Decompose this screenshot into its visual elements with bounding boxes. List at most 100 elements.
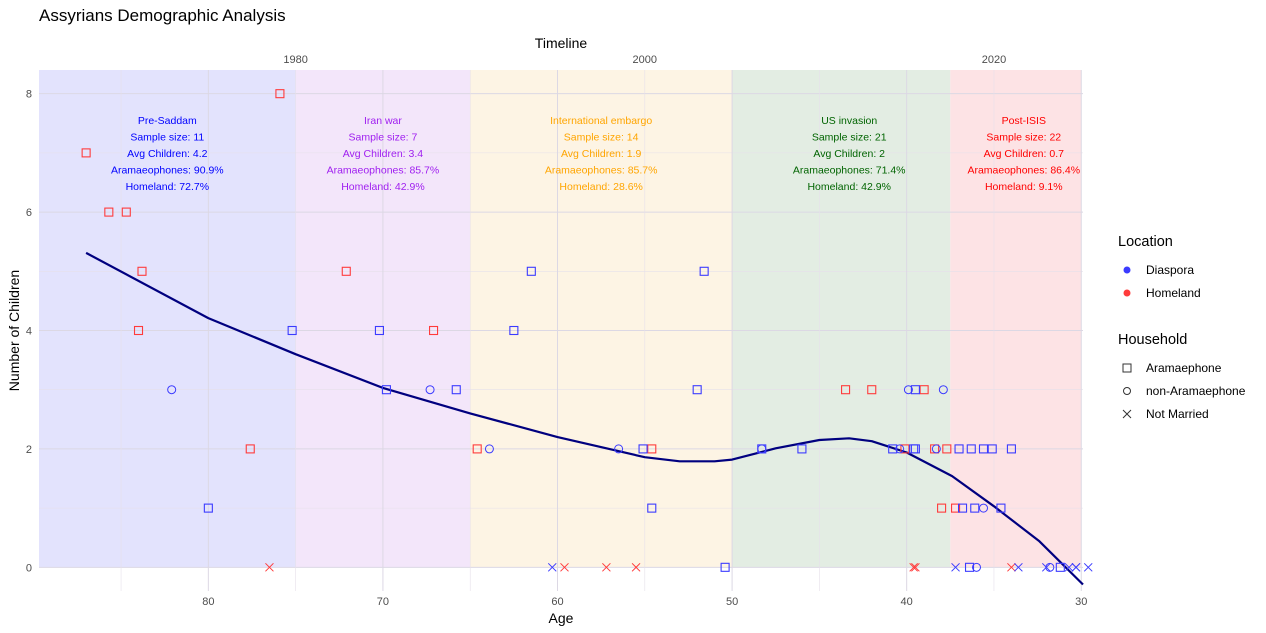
diaspora-point-square <box>910 385 920 395</box>
homeland-point-square <box>942 444 952 454</box>
top-axis-title: Timeline <box>535 35 588 51</box>
diaspora-point-circle <box>938 385 948 395</box>
period-label-line: Homeland: 42.9% <box>341 181 424 193</box>
homeland-point-square <box>81 148 91 158</box>
period-label-line: Sample size: 21 <box>812 132 887 144</box>
homeland-point-x <box>602 562 611 572</box>
circle-icon <box>1123 386 1131 395</box>
x-axis-title: Age <box>549 610 574 626</box>
period-label-line: Pre-Saddam <box>138 115 197 127</box>
diaspora-point-circle <box>895 444 905 454</box>
y-tick-label: 0 <box>26 562 32 574</box>
homeland-dot-icon <box>1123 289 1131 296</box>
period-label-line: Avg Children: 3.4 <box>343 148 424 160</box>
legend-label: non-Aramaephone <box>1146 383 1246 398</box>
homeland-point-square <box>104 207 114 217</box>
diaspora-point-circle <box>484 444 494 454</box>
legend-item-non-aramaephone: non-Aramaephone <box>1118 379 1245 402</box>
diaspora-point-square <box>638 444 648 454</box>
legend-label: Diaspora <box>1146 262 1195 277</box>
period-label-line: Iran war <box>364 115 402 127</box>
homeland-point-square <box>867 385 877 395</box>
diaspora-point-square <box>374 325 384 336</box>
diaspora-point-square <box>647 503 657 513</box>
period-label-line: Avg Children: 0.7 <box>984 148 1065 160</box>
y-tick-label: 6 <box>26 207 32 219</box>
diaspora-point-circle <box>757 444 767 454</box>
legend-item-aramaephone: Aramaephone <box>1118 356 1245 379</box>
period-band-0 <box>39 70 296 568</box>
homeland-point-square <box>900 444 910 454</box>
legend-household-title: Household <box>1118 332 1188 348</box>
period-band-3 <box>732 70 951 568</box>
chart-title: Assyrians Demographic Analysis <box>39 6 286 25</box>
top-tick-label: 2000 <box>633 54 657 66</box>
x-tick-label: 60 <box>551 596 563 608</box>
x-tick-label: 40 <box>901 596 913 608</box>
homeland-point-x <box>631 562 641 572</box>
homeland-point-square <box>275 89 285 99</box>
period-label-line: US invasion <box>821 115 877 127</box>
period-label-line: Sample size: 11 <box>130 132 204 144</box>
period-label-line: Avg Children: 2 <box>813 148 885 160</box>
homeland-point-x <box>1007 562 1016 572</box>
diaspora-point-square <box>954 444 964 454</box>
diaspora-point-x <box>547 562 557 572</box>
legend-household: Household Aramaephone non-Aramaephone No… <box>1118 332 1245 425</box>
diaspora-point-circle <box>972 562 982 572</box>
homeland-point-square <box>937 503 947 513</box>
period-label-line: Aramaeophones: 85.7% <box>545 165 658 177</box>
diaspora-point-x <box>1083 562 1093 572</box>
homeland-point-x <box>911 562 920 572</box>
diaspora-point-circle <box>425 385 435 395</box>
diaspora-point-square <box>287 325 297 336</box>
diaspora-point-square <box>451 385 461 395</box>
period-label-line: Aramaeophones: 71.4% <box>793 165 906 177</box>
legend-item-not-married: Not Married <box>1118 402 1245 425</box>
diaspora-point-square <box>526 266 536 276</box>
legend-location-title: Location <box>1118 234 1173 250</box>
top-tick-label: 2020 <box>982 54 1006 66</box>
period-label-line: Avg Children: 4.2 <box>127 148 208 160</box>
diaspora-point-square <box>692 385 702 395</box>
period-label-line: Homeland: 72.7% <box>126 181 209 193</box>
diaspora-point-circle <box>903 385 913 395</box>
diaspora-point-square <box>699 266 709 276</box>
diaspora-point-circle <box>614 444 624 454</box>
homeland-point-x <box>560 562 569 572</box>
diaspora-point-x <box>951 562 960 572</box>
diaspora-point-x <box>1014 562 1023 572</box>
period-label-line: Homeland: 9.1% <box>985 181 1063 193</box>
diaspora-point-x <box>1071 562 1081 572</box>
homeland-point-square <box>647 444 657 454</box>
period-label-line: Sample size: 14 <box>564 132 639 144</box>
top-tick-label: 1980 <box>283 54 307 66</box>
legend-item-diaspora: Diaspora <box>1118 258 1201 281</box>
period-band-4 <box>950 70 1082 568</box>
homeland-point-square <box>841 385 851 395</box>
homeland-point-square <box>245 444 255 454</box>
diaspora-point-x <box>1064 562 1074 572</box>
diaspora-point-square <box>987 444 997 454</box>
period-label-line: International embargo <box>550 115 652 127</box>
legend-item-homeland: Homeland <box>1118 281 1201 304</box>
y-tick-label: 2 <box>26 444 32 456</box>
homeland-point-square <box>341 266 351 276</box>
x-icon <box>1122 409 1132 418</box>
x-tick-label: 80 <box>202 596 214 608</box>
y-axis-title: Number of Children <box>6 270 22 391</box>
x-tick-label: 30 <box>1075 596 1087 608</box>
diaspora-point-square <box>964 562 975 572</box>
diaspora-point-circle <box>978 503 988 513</box>
diaspora-point-square <box>509 325 519 336</box>
period-label-line: Sample size: 7 <box>348 132 417 144</box>
diaspora-point-square <box>720 562 730 572</box>
homeland-point-square <box>472 444 482 454</box>
homeland-point-x <box>909 562 919 572</box>
diaspora-point-square <box>888 444 898 454</box>
diaspora-point-square <box>978 444 989 454</box>
period-label-line: Sample size: 22 <box>986 132 1061 144</box>
y-tick-label: 8 <box>26 89 32 101</box>
y-tick-label: 4 <box>26 326 32 338</box>
